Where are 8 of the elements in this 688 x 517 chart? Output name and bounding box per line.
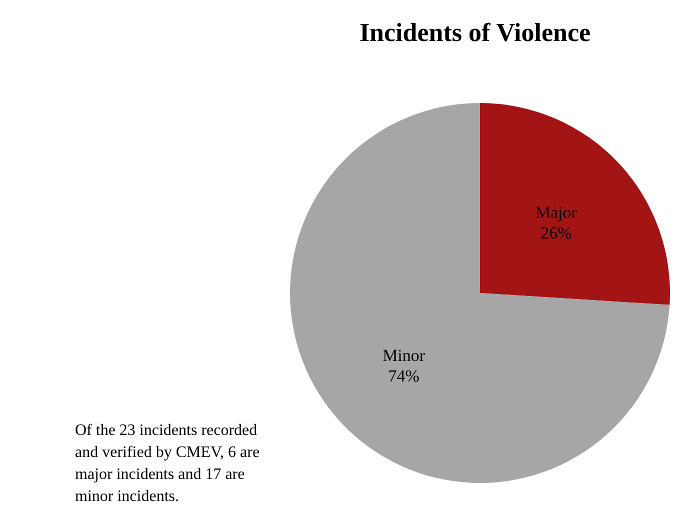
slice-label: Minor <box>382 346 426 366</box>
data-label: 26% <box>540 223 572 242</box>
slice-label: Major <box>535 203 578 222</box>
pie-slice <box>290 103 670 483</box>
data-label: 74% <box>388 366 420 386</box>
text: Of the 23 incidents recorded and verified by CMEV, 6 are major incidents and 17 are minor incidents. <box>75 421 261 507</box>
chart-title: Incidents of Violence <box>358 18 592 48</box>
pie-slice <box>480 103 670 305</box>
